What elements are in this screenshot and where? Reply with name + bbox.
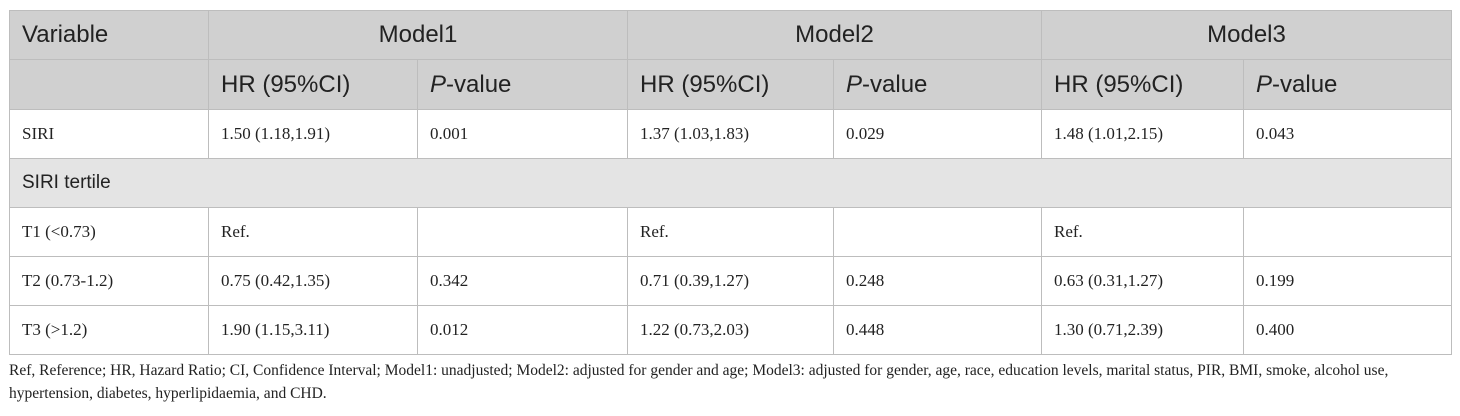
p-suffix: -value — [1272, 70, 1338, 98]
table-cell: 1.50 (1.18,1.91) — [208, 109, 418, 159]
table-cell: 1.90 (1.15,3.11) — [208, 305, 418, 355]
table-cell: 0.012 — [417, 305, 628, 355]
table-cell: 0.75 (0.42,1.35) — [208, 256, 418, 306]
row-label: T1 (<0.73) — [9, 207, 209, 257]
table-cell: Ref. — [627, 207, 834, 257]
table-cell: 1.22 (0.73,2.03) — [627, 305, 834, 355]
table-cell: 1.30 (0.71,2.39) — [1041, 305, 1244, 355]
results-table: Variable Model1 Model2 Model3 HR (95%CI)… — [9, 10, 1452, 355]
table-cell: 0.63 (0.31,1.27) — [1041, 256, 1244, 306]
p-suffix: -value — [446, 70, 512, 98]
model2-hr-header: HR (95%CI) — [627, 59, 834, 110]
table-cell: 0.400 — [1243, 305, 1452, 355]
section-row: SIRI tertile — [9, 158, 1452, 208]
p-letter: P — [430, 70, 447, 98]
header-row-models: Variable Model1 Model2 Model3 — [9, 10, 1452, 60]
table-row: SIRI 1.50 (1.18,1.91) 0.001 1.37 (1.03,1… — [9, 109, 1452, 159]
table-cell: 0.001 — [417, 109, 628, 159]
table-cell — [417, 207, 628, 257]
table-cell: 0.043 — [1243, 109, 1452, 159]
table-cell: 0.029 — [833, 109, 1042, 159]
table-cell: Ref. — [1041, 207, 1244, 257]
table-cell: 0.71 (0.39,1.27) — [627, 256, 834, 306]
model2-p-header: P-value — [833, 59, 1042, 110]
table-row: T1 (<0.73) Ref. Ref. Ref. — [9, 207, 1452, 257]
section-label: SIRI tertile — [9, 158, 1452, 208]
p-letter: P — [1256, 70, 1273, 98]
table-cell: 0.448 — [833, 305, 1042, 355]
variable-header: Variable — [9, 10, 209, 60]
model1-p-header: P-value — [417, 59, 628, 110]
table-cell: 0.248 — [833, 256, 1042, 306]
table-cell: 0.342 — [417, 256, 628, 306]
header-row-metrics: HR (95%CI) P-value HR (95%CI) P-value HR… — [9, 59, 1452, 110]
p-letter: P — [846, 70, 863, 98]
row-label: T2 (0.73-1.2) — [9, 256, 209, 306]
row-label: T3 (>1.2) — [9, 305, 209, 355]
model1-header: Model1 — [208, 10, 628, 60]
table-row: T3 (>1.2) 1.90 (1.15,3.11) 0.012 1.22 (0… — [9, 305, 1452, 355]
table-footnote: Ref, Reference; HR, Hazard Ratio; CI, Co… — [9, 362, 1389, 402]
table-cell: 1.48 (1.01,2.15) — [1041, 109, 1244, 159]
model3-p-header: P-value — [1243, 59, 1452, 110]
table-cell — [1243, 207, 1452, 257]
table-cell — [833, 207, 1042, 257]
model3-header: Model3 — [1041, 10, 1452, 60]
p-suffix: -value — [862, 70, 928, 98]
table-row: T2 (0.73-1.2) 0.75 (0.42,1.35) 0.342 0.7… — [9, 256, 1452, 306]
model3-hr-header: HR (95%CI) — [1041, 59, 1244, 110]
model1-hr-header: HR (95%CI) — [208, 59, 418, 110]
row-label: SIRI — [9, 109, 209, 159]
blank-header-cell — [9, 59, 209, 110]
table-cell: Ref. — [208, 207, 418, 257]
table-cell: 1.37 (1.03,1.83) — [627, 109, 834, 159]
model2-header: Model2 — [627, 10, 1042, 60]
table-cell: 0.199 — [1243, 256, 1452, 306]
